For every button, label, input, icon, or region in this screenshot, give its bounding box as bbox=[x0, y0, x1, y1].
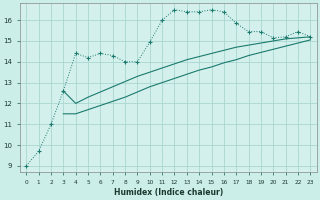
X-axis label: Humidex (Indice chaleur): Humidex (Indice chaleur) bbox=[114, 188, 223, 197]
